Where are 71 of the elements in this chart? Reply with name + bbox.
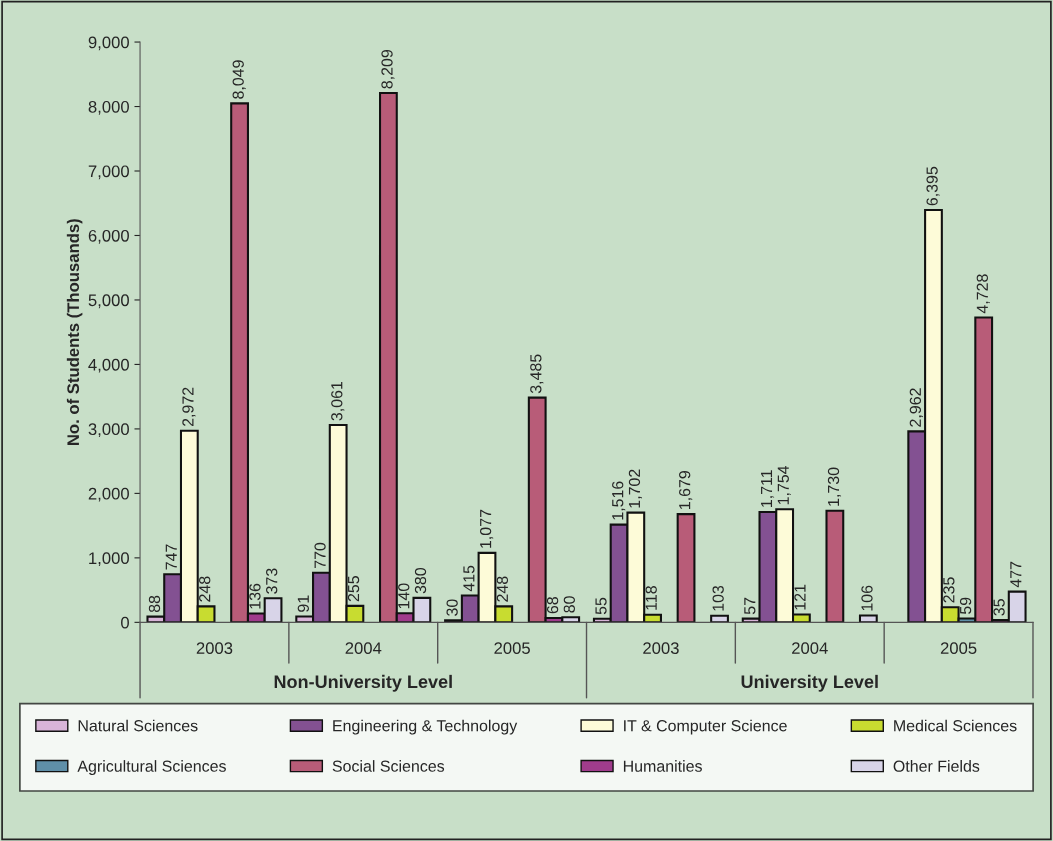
data-label: 2,962	[909, 388, 923, 427]
x-tick-label: 2003	[196, 642, 233, 655]
legend-label: Natural Sciences	[78, 719, 198, 732]
x-tick-label: 2004	[345, 642, 382, 655]
y-tick-label: 5,000	[88, 294, 129, 309]
data-label: 4,728	[976, 274, 990, 314]
data-label: 1,077	[479, 509, 494, 548]
bar	[710, 614, 729, 623]
data-label: 477	[1010, 561, 1022, 588]
data-label: 770	[314, 542, 326, 569]
x-tick-label: 2003	[643, 642, 679, 655]
data-label: 106	[861, 585, 873, 611]
bar	[676, 513, 696, 623]
data-label: 373	[266, 568, 278, 594]
data-label: 248	[199, 576, 211, 602]
data-label: 380	[414, 567, 427, 594]
y-tick-label: 1,000	[89, 552, 129, 567]
data-label: 1,711	[761, 470, 775, 507]
data-label: 121	[794, 584, 806, 610]
legend-label: Humanities	[623, 760, 702, 772]
data-label: 3,485	[530, 354, 544, 394]
data-label: 6,395	[926, 166, 940, 206]
y-tick-label: 4,000	[88, 358, 129, 373]
x-tick-label: 2005	[494, 642, 530, 655]
data-label: 68	[546, 597, 559, 614]
data-label: 136	[249, 583, 261, 609]
data-label: 30	[446, 599, 458, 616]
data-label: 1,702	[628, 469, 642, 508]
data-label: 747	[165, 544, 177, 570]
y-tick-label: 2,000	[88, 487, 129, 502]
y-tick-label: 0	[121, 616, 129, 629]
data-label: 57	[744, 597, 756, 615]
data-label: 255	[347, 576, 360, 602]
data-label: 35	[993, 599, 1005, 616]
data-label: 140	[398, 583, 410, 609]
data-label: 8,049	[232, 60, 246, 99]
data-label: 91	[297, 595, 309, 612]
y-tick-label: 6,000	[88, 229, 129, 244]
data-label: 1,516	[612, 481, 626, 520]
legend-label: Engineering & Technology	[333, 719, 518, 735]
data-label: 3,061	[331, 381, 345, 421]
text: University Level	[741, 674, 878, 692]
legend-label: Social Sciences	[332, 760, 445, 772]
data-label: 248	[496, 576, 509, 602]
x-tick-label: 2004	[792, 642, 828, 655]
data-label: 103	[712, 585, 724, 611]
legend-label: IT & Computer Science	[624, 719, 787, 735]
data-label: 59	[959, 597, 972, 615]
y-axis-title: No. of Students (Thousands)	[66, 219, 83, 445]
y-tick-label: 9,000	[88, 36, 129, 51]
y-tick-label: 3,000	[88, 423, 129, 438]
bar	[825, 509, 845, 623]
y-tick-label: 7,000	[88, 165, 129, 180]
data-label: 88	[148, 595, 161, 613]
y-tick-label: 8,000	[88, 100, 129, 115]
data-label: 1,730	[827, 467, 842, 506]
data-label: 80	[563, 596, 575, 613]
data-label: 1,754	[777, 465, 791, 505]
data-label: 1,679	[679, 471, 693, 509]
legend-label: Other Fields	[893, 760, 980, 772]
data-label: 8,209	[381, 49, 395, 89]
text: Non-University Level	[274, 674, 452, 692]
data-label: 118	[645, 586, 657, 610]
data-label: 235	[943, 577, 955, 603]
bar	[858, 614, 878, 623]
legend-label: Agricultural Sciences	[77, 760, 226, 775]
data-label: 415	[463, 565, 475, 592]
data-label: 55	[595, 597, 607, 615]
data-label: 2,972	[182, 387, 196, 427]
x-tick-label: 2005	[940, 642, 977, 655]
legend-label: Medical Sciences	[894, 719, 1017, 732]
